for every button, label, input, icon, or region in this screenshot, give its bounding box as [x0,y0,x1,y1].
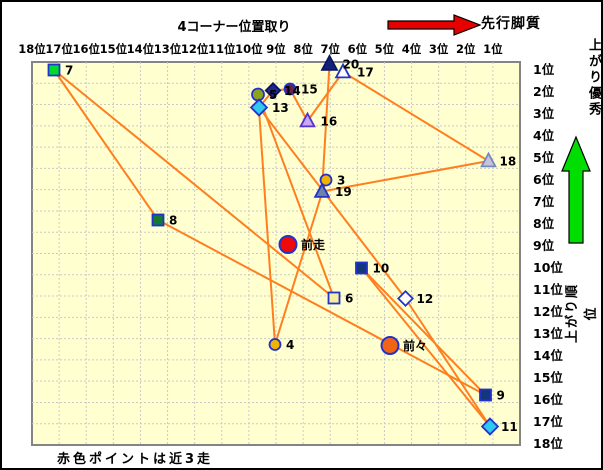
connection-line [360,267,487,396]
connection-line [306,71,344,122]
x-axis-tick: 11位 [208,42,236,56]
point-label: 5 [269,88,277,102]
point-label: 13 [272,101,289,115]
y-axis-tick: 7位 [533,194,555,209]
connection-line [342,71,490,162]
agari-excellent-label: 上がり優秀 [586,38,601,118]
point-label: 11 [501,420,518,434]
point-marker-diamond [397,290,414,307]
point-label: 14 [284,84,301,98]
y-axis-tick: 18位 [533,436,563,451]
y-axis-tick: 17位 [533,414,563,429]
red-points-note: 赤色ポイントは近3走 [57,452,214,467]
x-axis-tick: 2位 [456,42,476,56]
lead-style-label: 先行脚質 [481,16,541,32]
point-marker-diamond [264,82,282,99]
y-axis-tick: 13位 [533,326,563,341]
x-axis-tick: 7位 [320,42,340,56]
connection-line [157,219,487,396]
point-marker-circle [278,235,298,254]
point-marker-square [327,291,341,305]
connection-line [274,179,327,346]
connection-line [258,106,407,300]
y-axis-tick: 4位 [533,128,555,143]
point-marker-square [151,213,165,227]
x-axis-tick: 18位 [18,42,46,56]
x-axis-tick: 1位 [483,42,503,56]
point-marker-square [47,63,61,77]
y-axis-tick: 3位 [533,106,555,121]
y-axis-tick: 8位 [533,216,555,231]
chart-title: 4コーナー位置取り [177,20,291,35]
y-axis-tick: 5位 [533,150,555,165]
x-axis-tick: 15位 [99,42,128,56]
y-axis-tick: 9位 [533,238,555,253]
point-marker-triangle [320,54,339,71]
point-marker-square [355,261,368,275]
x-axis-tick: 3位 [428,42,449,56]
point-label: 9 [497,389,505,403]
point-marker-circle [319,173,333,187]
point-label: 8 [169,214,177,228]
point-marker-circle [380,336,400,355]
y-axis-tick: 10位 [533,260,563,275]
point-marker-diamond [249,98,269,117]
point-marker-triangle [334,62,352,79]
connection-line [257,93,276,346]
y-axis-tick: 14位 [533,348,563,363]
point-marker-triangle [313,182,331,198]
point-marker-circle [251,87,265,102]
y-axis-tick: 12位 [533,304,563,319]
y-axis-tick: 15位 [533,370,563,385]
x-axis-tick: 16位 [72,42,100,56]
x-axis-tick: 8位 [293,42,313,56]
point-marker-triangle [480,151,497,168]
point-label: 12 [417,292,434,306]
x-axis-tick: 17位 [45,42,73,56]
point-label: 20 [343,58,360,72]
point-label: 前々 [403,338,427,353]
y-axis-tick: 2位 [533,84,555,99]
point-marker-circle [268,338,282,351]
point-marker-triangle [299,111,316,128]
y-axis-tick: 16位 [533,392,563,407]
x-axis-tick: 9位 [266,42,286,56]
x-axis-tick: 5位 [374,42,395,56]
point-label: 10 [373,262,390,276]
connection-line [404,297,491,428]
point-label: 6 [345,292,353,306]
point-label: 7 [65,64,73,78]
point-marker-diamond [480,417,500,436]
x-axis-tick: 4位 [401,42,422,56]
point-marker-circle [283,82,297,96]
y-axis-tick: 6位 [533,172,555,187]
lead-style-arrow-icon [387,14,482,36]
y-axis-tick: 11位 [533,282,563,297]
point-label: 3 [337,174,345,188]
point-label: 前走 [301,237,325,252]
connection-line [257,93,335,299]
point-label: 15 [301,83,318,97]
point-label: 19 [335,185,352,199]
x-axis-tick: 6位 [347,42,368,56]
y-axis-tick: 1位 [533,62,555,77]
x-axis-tick: 13位 [153,42,182,56]
point-label: 17 [357,66,374,80]
point-label: 4 [286,338,294,352]
point-label: 16 [321,115,338,129]
agari-up-arrow-icon [561,135,591,244]
x-axis-tick: 12位 [180,42,209,56]
connection-line [321,160,490,193]
point-label: 18 [500,155,517,169]
connection-line [53,69,335,299]
x-axis-tick: 14位 [126,42,155,56]
x-axis-tick: 10位 [235,42,263,56]
connection-line [53,69,159,221]
connection-line [360,267,491,428]
point-marker-square [479,388,492,402]
connection-line [321,63,331,193]
